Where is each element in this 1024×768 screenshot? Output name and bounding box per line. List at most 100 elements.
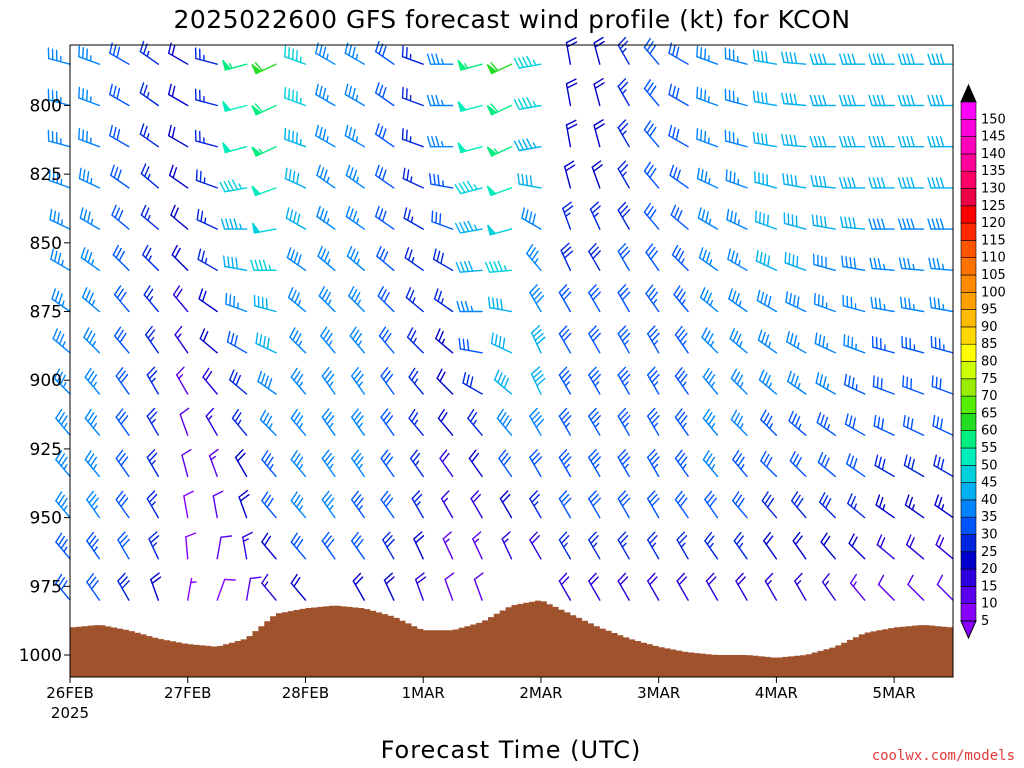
wind-barb-feather [528, 211, 533, 224]
wind-barb-feather [621, 332, 631, 342]
wind-barb [250, 259, 277, 271]
x-axis-title: Forecast Time (UTC) [381, 736, 642, 764]
wind-barb-feather [353, 452, 362, 463]
wind-barb-feather [267, 378, 273, 390]
wind-barb [704, 531, 719, 560]
wind-barb-feather [676, 288, 684, 299]
wind-barb-feather [503, 377, 510, 389]
wind-barb-feather [617, 490, 627, 500]
wind-barb-feather [649, 576, 658, 586]
wind-barb-feather [232, 372, 238, 384]
wind-barb-shaft [704, 498, 719, 519]
wind-barb-shaft [436, 377, 454, 395]
wind-barb [674, 408, 689, 436]
colorbar-swatch [960, 205, 977, 224]
wind-barb [529, 284, 545, 313]
wind-barb [697, 207, 719, 230]
wind-barb [172, 285, 189, 313]
wind-barb [55, 532, 71, 560]
wind-barb-shaft [849, 582, 866, 601]
wind-barb-feather [526, 55, 533, 67]
wind-barb [839, 94, 866, 107]
wind-barb-feather [264, 375, 269, 387]
wind-barb-shaft [815, 382, 836, 395]
wind-barb-shaft [643, 211, 660, 230]
wind-barb [529, 407, 545, 436]
wind-barb [496, 408, 513, 436]
wind-barb-feather [844, 373, 847, 386]
x-tick-label: 3MAR [637, 684, 680, 702]
wind-barb-feather [696, 86, 699, 99]
wind-barb-feather [558, 449, 568, 459]
wind-barb [197, 248, 218, 271]
wind-barb-feather [112, 244, 120, 256]
wind-barb-shaft [812, 224, 836, 230]
wind-barb-shaft [725, 140, 748, 148]
wind-barb-feather [910, 218, 915, 230]
wind-barb-feather [621, 497, 631, 507]
wind-barb-feather [321, 289, 328, 300]
wind-barb [868, 94, 895, 107]
wind-barb-feather [57, 453, 66, 464]
wind-barb [647, 449, 660, 478]
wind-barb-feather [148, 531, 158, 540]
wind-barb-feather [296, 172, 300, 185]
wind-barb [897, 177, 925, 189]
wind-barb-half-feather [682, 381, 687, 387]
wind-barb-feather [902, 135, 907, 148]
wind-barb-half-feather [228, 63, 233, 69]
wind-barb-feather [823, 416, 829, 429]
wind-barb-feather [735, 293, 740, 305]
wind-barb-feather [868, 218, 873, 230]
wind-barb [429, 172, 454, 189]
wind-barb [349, 326, 365, 354]
wind-barb-feather [619, 576, 629, 586]
wind-barb-shaft [763, 540, 778, 560]
wind-barb-feather [468, 260, 474, 272]
wind-barb-half-feather [441, 99, 444, 107]
wind-barb-feather [351, 87, 356, 100]
wind-barb [290, 491, 307, 519]
wind-barb-shaft [351, 375, 365, 395]
wind-barb-feather [729, 170, 732, 183]
wind-barb-half-feather [357, 299, 361, 306]
wind-barb-feather [405, 129, 408, 142]
wind-barb-shaft [936, 583, 954, 601]
wind-barb-shaft [930, 267, 954, 271]
wind-barb [415, 572, 427, 601]
wind-barb-feather [651, 497, 660, 507]
wind-barb-feather [617, 325, 627, 335]
wind-barb-feather [57, 412, 66, 423]
wind-barb-feather [458, 337, 462, 350]
wind-barb-shaft [489, 307, 513, 313]
wind-barb-feather [935, 177, 941, 189]
wind-barb-feather [436, 368, 443, 380]
wind-barb-half-feather [912, 263, 915, 271]
wind-barb-shaft [321, 375, 336, 395]
wind-barb-shaft [442, 538, 454, 560]
wind-barb-feather [649, 411, 658, 421]
wind-barb-half-feather [593, 212, 599, 218]
wind-barb-feather [591, 160, 602, 168]
wind-barb-half-feather [149, 336, 155, 343]
wind-barb-shaft [783, 144, 807, 148]
wind-barb-feather [148, 452, 158, 462]
wind-barb-shaft [617, 456, 630, 478]
wind-barb-feather [234, 412, 242, 423]
wind-barb-feather [345, 205, 351, 218]
wind-barb-feather [902, 177, 907, 189]
wind-barb-shaft [702, 417, 719, 436]
colorbar-label: 100 [981, 285, 1006, 300]
colorbar-swatch [960, 534, 977, 553]
wind-barb-feather [197, 248, 202, 260]
wind-barb-feather [146, 366, 156, 376]
wind-barb [513, 97, 542, 111]
wind-barb-shaft [697, 217, 719, 230]
colorbar-swatch [960, 170, 977, 189]
wind-barb [725, 169, 748, 189]
wind-barb [79, 207, 101, 230]
wind-barb-feather [782, 172, 785, 185]
wind-barb-shaft [728, 298, 748, 313]
wind-barb-shaft [345, 174, 365, 189]
wind-barb [932, 414, 954, 436]
